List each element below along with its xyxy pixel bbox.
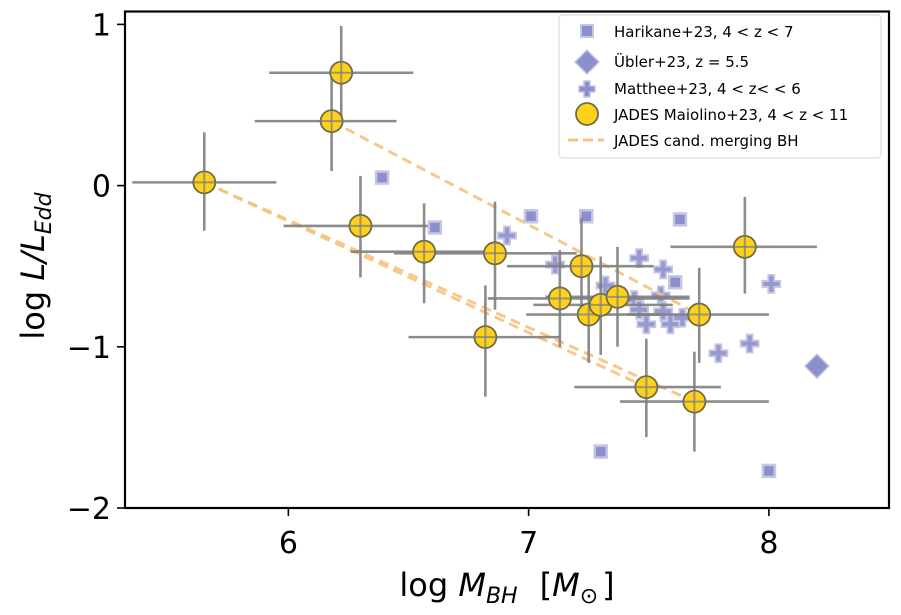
harikane-square-point bbox=[593, 444, 608, 459]
y-tick-label: −2 bbox=[67, 492, 111, 527]
legend-square-icon bbox=[580, 24, 594, 38]
legend-label-matthee: Matthee+23, 4 < z< < 6 bbox=[614, 80, 801, 98]
ubler-diamond-point bbox=[803, 353, 830, 380]
merging-bh-dashed-line bbox=[203, 181, 696, 403]
legend-frame bbox=[558, 14, 882, 159]
merging-bh-dashed-line bbox=[330, 119, 700, 316]
legend-label-jades: JADES Maiolino+23, 4 < z < 11 bbox=[613, 106, 848, 124]
matthee-plus-point bbox=[545, 254, 565, 275]
plot-area bbox=[132, 26, 830, 479]
matthee-plus-point bbox=[708, 343, 729, 364]
y-tick-label: 1 bbox=[92, 8, 111, 43]
harikane-square-point bbox=[667, 275, 683, 290]
harikane-square-point bbox=[523, 208, 539, 224]
legend-plus-icon bbox=[578, 80, 596, 98]
matthee-plus-point bbox=[629, 248, 650, 269]
legend: Harikane+23, 4 < z < 7 Übler+23, z = 5.5… bbox=[558, 14, 882, 159]
harikane-square-point bbox=[672, 212, 688, 227]
x-tick-label: 6 bbox=[279, 526, 298, 561]
matthee-plus-point bbox=[739, 333, 760, 354]
matthee-plus-point bbox=[636, 314, 657, 335]
legend-diamond-icon bbox=[573, 48, 601, 76]
x-tick-label: 8 bbox=[759, 526, 778, 561]
harikane-square-point bbox=[374, 170, 390, 185]
legend-circle-icon bbox=[575, 102, 599, 126]
y-tick-label: 0 bbox=[92, 170, 111, 205]
legend-label-harikane: Harikane+23, 4 < z < 7 bbox=[614, 23, 794, 41]
harikane-square-point bbox=[761, 463, 777, 479]
matthee-plus-point bbox=[653, 301, 674, 322]
y-tick-label: −1 bbox=[67, 331, 111, 366]
x-tick-label: 7 bbox=[519, 526, 538, 561]
harikane-square-point bbox=[579, 208, 594, 224]
matthee-plus-point bbox=[761, 274, 782, 294]
matthee-plus-point bbox=[497, 225, 517, 246]
matthee-plus-point bbox=[653, 259, 674, 280]
axis-ticks: 6 7 8 1 0 −1 −2 bbox=[67, 8, 779, 561]
legend-label-ubler: Übler+23, z = 5.5 bbox=[614, 52, 749, 71]
legend-label-merging: JADES cand. merging BH bbox=[613, 132, 799, 150]
matthee-plus-point bbox=[629, 299, 650, 320]
axes-frame bbox=[123, 10, 891, 510]
x-axis-label: log MBH [M⊙] bbox=[399, 566, 614, 609]
y-axis-label: log L/LEdd bbox=[14, 191, 57, 339]
harikane-square-point bbox=[427, 220, 443, 235]
